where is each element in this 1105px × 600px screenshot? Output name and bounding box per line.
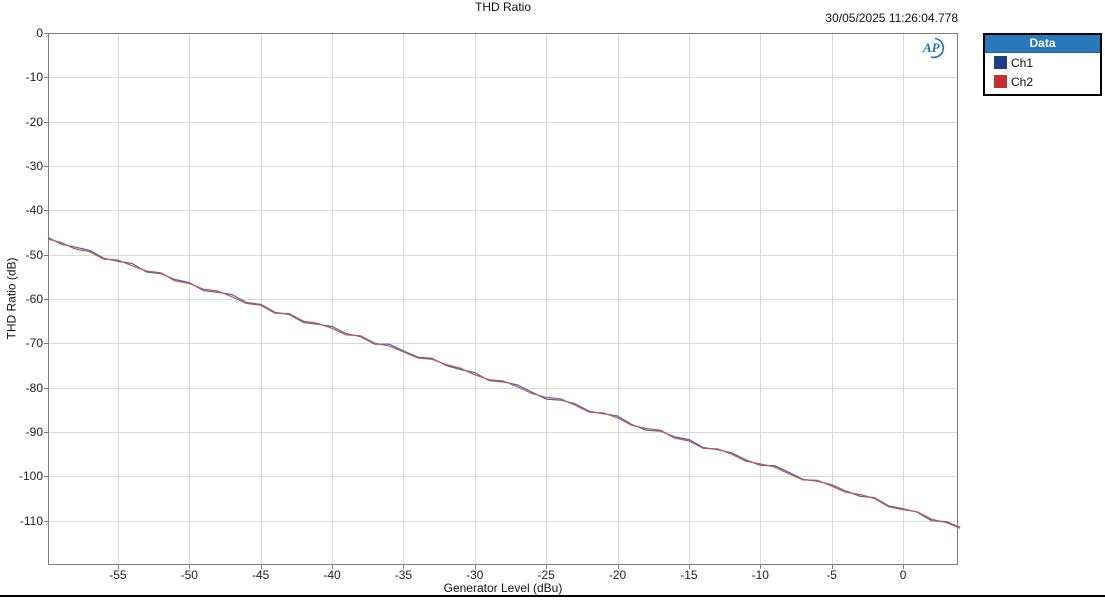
legend: Data Ch1 Ch2 [983, 33, 1102, 96]
x-tick-label: -55 [109, 568, 127, 582]
legend-item-ch1[interactable]: Ch1 [985, 53, 1100, 72]
ap-logo: AP [919, 36, 953, 60]
y-tick-label: -90 [25, 425, 43, 439]
x-tick-label: -45 [252, 568, 270, 582]
y-tick-label: -10 [25, 70, 43, 85]
y-tick-label: -70 [25, 336, 43, 351]
legend-item-ch2[interactable]: Ch2 [985, 72, 1100, 91]
ap-logo-arc [930, 37, 945, 59]
x-tick-label: -10 [751, 568, 769, 582]
x-tick-label: 0 [899, 568, 907, 582]
series-ch1-line [47, 236, 961, 528]
y-tick-label: -30 [25, 159, 43, 173]
x-tick-label: -5 [826, 568, 837, 582]
x-tick-label: -20 [608, 568, 627, 582]
x-tick-label: -35 [394, 568, 413, 582]
y-tick-label: -60 [25, 292, 43, 306]
y-tick-label: 0 [36, 26, 43, 40]
x-tick-label: -30 [466, 568, 484, 582]
y-tick-label: -20 [25, 114, 43, 129]
y-tick-label: -40 [25, 203, 43, 218]
x-tick-label: -25 [537, 568, 555, 582]
y-tick-label: -80 [25, 380, 43, 395]
x-axis-title: Generator Level (dBu) [443, 581, 563, 595]
y-tick-label: -110 [19, 513, 43, 528]
series-ch2-line [47, 238, 961, 529]
legend-header: Data [985, 35, 1100, 53]
ch1-color-swatch [994, 56, 1007, 69]
y-tick-label: -50 [25, 247, 43, 262]
x-tick-label: -15 [680, 568, 698, 582]
legend-item-label: Ch1 [1011, 55, 1034, 70]
ch2-color-swatch [994, 75, 1007, 88]
timestamp: 30/05/2025 11:26:04.778 [825, 11, 958, 25]
legend-item-label: Ch2 [1011, 74, 1034, 89]
plot-area[interactable] [44, 33, 963, 570]
ap-logo-text: AP [922, 40, 941, 55]
y-tick-label: -100 [18, 469, 43, 484]
chart-title: THD Ratio [474, 0, 531, 14]
x-tick-label: -50 [180, 568, 198, 582]
x-tick-label: -40 [323, 568, 341, 582]
bottom-border-rule [0, 595, 1105, 597]
